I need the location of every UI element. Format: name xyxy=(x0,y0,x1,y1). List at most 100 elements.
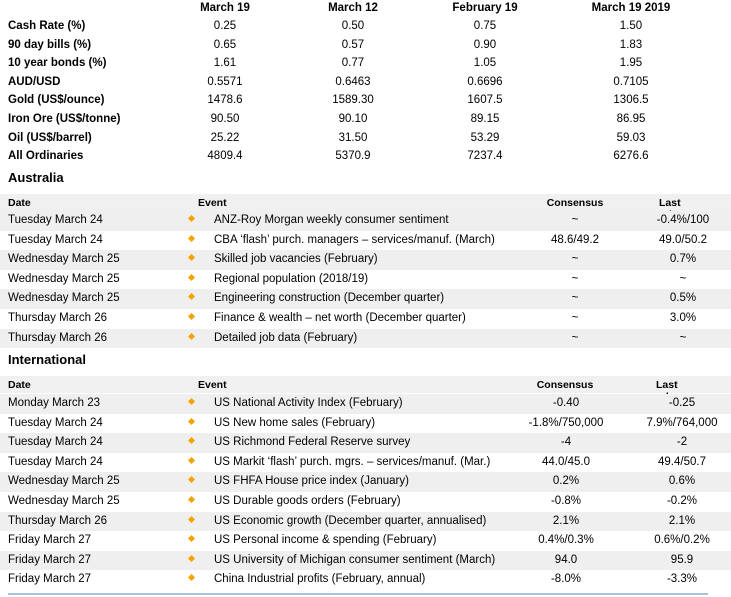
event-name: Engineering construction (December quart… xyxy=(214,292,445,305)
event-row: Tuesday March 24 US Markit ‘flash’ purch.… xyxy=(0,453,731,473)
event-name: ANZ-Roy Morgan weekly consumer sentiment xyxy=(214,214,449,226)
event-name: US University of Michigan consumer senti… xyxy=(214,553,496,566)
bullet-icon xyxy=(187,554,196,562)
bullet-icon xyxy=(187,574,196,582)
event-row: Tuesday March 24 US New home sales (Febru… xyxy=(0,414,731,434)
event-last-release: ~ xyxy=(679,272,687,285)
markets-cell: 1306.5 xyxy=(613,94,649,107)
header-event: Event xyxy=(198,197,227,209)
event-date: Tuesday March 24 xyxy=(8,455,103,468)
markets-cell: 86.95 xyxy=(616,113,646,125)
event-date: Thursday March 26 xyxy=(8,331,108,344)
event-row: Tuesday March 24 CBA ‘flash’ purch. manag… xyxy=(0,231,731,251)
event-consensus: ~ xyxy=(571,331,579,344)
markets-cell: 1.83 xyxy=(619,38,643,51)
markets-row-label: Gold (US$/ounce) xyxy=(8,94,105,107)
event-consensus: -8.0% xyxy=(550,573,582,586)
event-last-release: 3.0% xyxy=(669,312,697,324)
event-last-release: 0.7% xyxy=(669,253,697,266)
event-consensus: ~ xyxy=(571,272,579,285)
event-name: US Personal income & spending (February) xyxy=(214,534,437,547)
markets-row-label: All Ordinaries xyxy=(8,150,84,163)
international-table-header: Date Event Consensus Last release xyxy=(0,376,731,403)
event-consensus: 2.1% xyxy=(552,514,580,527)
markets-row: AUD/USD 0.5571 0.6463 0.6696 0.7105 xyxy=(0,73,731,92)
event-last-release: ~ xyxy=(679,331,687,344)
bullet-icon xyxy=(187,332,196,340)
event-consensus: -0.40 xyxy=(552,397,580,409)
markets-row-label: 90 day bills (%) xyxy=(8,38,92,51)
markets-cell: 0.90 xyxy=(473,38,497,51)
bullet-icon xyxy=(187,273,196,281)
header-date: Date xyxy=(8,379,31,391)
event-last-release: -0.2% xyxy=(666,495,698,507)
bottom-divider xyxy=(8,593,708,595)
event-row: Thursday March 26 Detailed job data (Febr… xyxy=(0,328,731,349)
markets-row: Cash Rate (%) 0.25 0.50 0.75 1.50 xyxy=(0,17,731,36)
bullet-icon xyxy=(187,515,196,523)
header-event: Event xyxy=(198,379,227,391)
markets-cell: 0.7105 xyxy=(613,75,649,88)
event-consensus: ~ xyxy=(571,292,579,305)
event-last-release: 0.6% xyxy=(668,475,696,488)
event-row: Wednesday March 25 US FHFA House price in… xyxy=(0,472,731,492)
event-row: Friday March 27 US University of Michigan… xyxy=(0,550,731,571)
markets-cell: 0.50 xyxy=(341,20,365,32)
markets-cell: 6276.6 xyxy=(613,150,649,163)
markets-cell: 1478.6 xyxy=(207,94,243,107)
event-date: Wednesday March 25 xyxy=(8,272,120,285)
markets-col-header: March 19 2019 xyxy=(591,2,671,14)
markets-cell: 1607.5 xyxy=(467,94,503,107)
bullet-icon xyxy=(187,234,196,242)
event-row: Monday March 23 US National Activity Inde… xyxy=(0,394,731,414)
event-date: Friday March 27 xyxy=(8,553,92,566)
markets-cell: 0.25 xyxy=(213,20,237,32)
event-row: Wednesday March 25 US Durable goods order… xyxy=(0,492,731,512)
event-date: Friday March 27 xyxy=(8,534,92,547)
event-name: Skilled job vacancies (February) xyxy=(214,253,378,266)
event-row: Friday March 27 US Personal income & spen… xyxy=(0,531,731,551)
event-consensus: 0.2% xyxy=(552,475,580,488)
event-date: Wednesday March 25 xyxy=(8,495,120,507)
markets-cell: 90.10 xyxy=(338,113,368,125)
event-name: Regional population (2018/19) xyxy=(214,272,369,285)
event-row: Wednesday March 25 Skilled job vacancies … xyxy=(0,250,731,270)
bullet-icon xyxy=(187,417,196,425)
markets-cell: 25.22 xyxy=(210,131,240,144)
event-consensus: ~ xyxy=(571,312,579,324)
markets-row: Iron Ore (US$/tonne) 90.50 90.10 89.15 86.95 xyxy=(0,110,731,129)
markets-cell: 53.29 xyxy=(470,131,500,144)
event-date: Friday March 27 xyxy=(8,573,92,586)
markets-row-label: AUD/USD xyxy=(8,75,61,88)
markets-row: Oil (US$/barrel) 25.22 31.50 53.29 59.03 xyxy=(0,129,731,148)
markets-row: 10 year bonds (%) 1.61 0.77 1.05 1.95 xyxy=(0,54,731,73)
header-date: Date xyxy=(8,197,31,209)
event-date: Monday March 23 xyxy=(8,397,101,409)
event-consensus: 0.4%/0.3% xyxy=(538,534,594,547)
markets-cell: 1.95 xyxy=(619,57,643,70)
bullet-icon xyxy=(187,214,196,223)
event-last-release: -0.4%/100 xyxy=(656,214,710,226)
event-last-release: 0.6%/0.2% xyxy=(654,534,710,547)
event-last-release: 49.0/50.2 xyxy=(659,233,707,246)
australia-table-header: Date Event Consensus Last release xyxy=(0,194,731,221)
event-consensus: 48.6/49.2 xyxy=(551,233,599,246)
event-row: Tuesday March 24 US Richmond Federal Rese… xyxy=(0,433,731,453)
event-last-release: 49.4/50.7 xyxy=(658,455,706,468)
event-name: US Markit ‘flash’ purch. mgrs. – service… xyxy=(214,455,491,468)
event-date: Tuesday March 24 xyxy=(8,233,103,246)
event-last-release: 7.9%/764,000 xyxy=(646,416,718,429)
event-date: Wednesday March 25 xyxy=(8,292,120,305)
event-name: US Richmond Federal Reserve survey xyxy=(214,436,411,449)
markets-row: Gold (US$/ounce) 1478.6 1589.30 1607.5 1306.… xyxy=(0,91,731,110)
bullet-icon xyxy=(187,293,196,301)
event-consensus: 44.0/45.0 xyxy=(542,455,590,468)
markets-cell: 0.65 xyxy=(213,38,237,51)
markets-cell: 7237.4 xyxy=(467,150,503,163)
markets-cell: 0.77 xyxy=(341,57,365,70)
event-name: US New home sales (February) xyxy=(214,416,376,429)
event-last-release: 95.9 xyxy=(670,553,694,566)
bullet-icon xyxy=(187,476,196,484)
markets-cell: 5370.9 xyxy=(335,150,371,163)
markets-col-header: March 12 xyxy=(328,2,378,14)
